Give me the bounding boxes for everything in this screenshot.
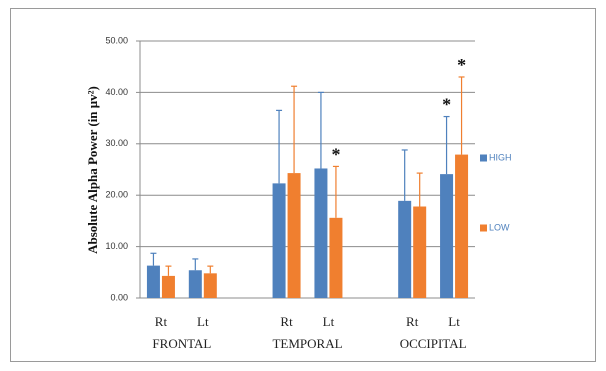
x-tick-label: Lt — [197, 314, 209, 329]
y-tick-label: 10.00 — [105, 241, 128, 251]
group-label: FRONTAL — [152, 336, 211, 351]
bar — [146, 265, 160, 298]
x-tick-label: Lt — [448, 314, 460, 329]
significance-mark: * — [442, 95, 451, 115]
x-tick-label: Rt — [406, 314, 419, 329]
bar — [398, 200, 412, 298]
y-tick-label: 50.00 — [105, 35, 128, 45]
bar — [314, 168, 328, 298]
bar — [455, 154, 469, 298]
legend-swatch — [480, 224, 487, 232]
frame — [10, 8, 596, 362]
y-tick-label: 40.00 — [105, 87, 128, 97]
y-axis-label: Absolute Alpha Power (in μv²) — [85, 86, 100, 254]
bar — [329, 217, 343, 298]
legend-swatch — [480, 154, 487, 162]
bar — [161, 275, 175, 298]
significance-mark: * — [331, 145, 340, 165]
legend-label: HIGH — [489, 152, 512, 162]
group-label: OCCIPITAL — [400, 336, 467, 351]
bar — [440, 174, 454, 298]
x-tick-label: Rt — [280, 314, 293, 329]
group-label: TEMPORAL — [272, 336, 342, 351]
y-tick-label: 20.00 — [105, 190, 128, 200]
bar — [272, 183, 286, 298]
x-tick-label: Rt — [155, 314, 168, 329]
x-tick-label: Lt — [323, 314, 335, 329]
y-tick-label: 30.00 — [105, 138, 128, 148]
bar — [413, 206, 427, 298]
significance-mark: * — [457, 55, 466, 75]
bar — [188, 270, 202, 298]
bar — [287, 173, 301, 298]
legend-label: LOW — [489, 222, 510, 232]
y-tick-label: 0.00 — [110, 292, 128, 302]
bar — [203, 273, 217, 298]
